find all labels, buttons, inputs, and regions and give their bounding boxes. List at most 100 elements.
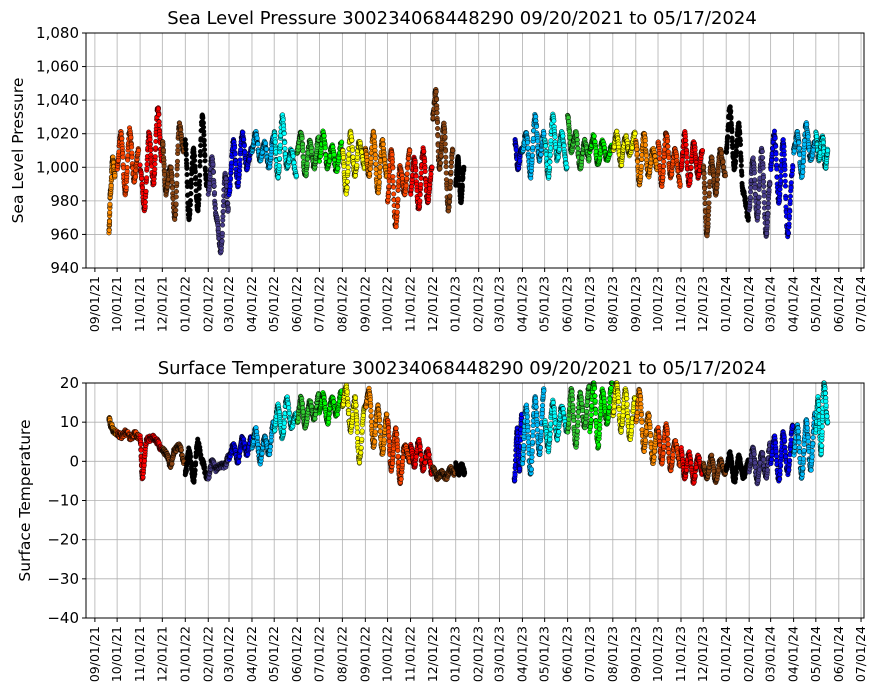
data-point [804, 122, 810, 128]
data-point [169, 179, 175, 185]
data-point [782, 183, 788, 189]
data-point [810, 147, 816, 153]
data-point [152, 166, 158, 172]
data-point [202, 158, 208, 164]
x-tick-label: 07/01/22 [311, 276, 326, 332]
data-point [547, 165, 553, 171]
data-point [188, 198, 194, 204]
data-point [183, 468, 189, 474]
x-tick-label: 01/01/24 [718, 276, 733, 332]
data-point [137, 162, 143, 168]
data-point [395, 196, 401, 202]
x-tick-label: 02/01/23 [471, 276, 486, 332]
data-point [513, 147, 519, 153]
data-point [787, 193, 793, 199]
pressure-series-0 [106, 154, 118, 236]
data-point [638, 174, 644, 180]
pressure-series-3 [159, 120, 187, 222]
data-point [721, 164, 727, 170]
data-point [178, 447, 184, 453]
data-point [373, 161, 379, 167]
pressure-y-axis-label: Sea Level Pressure [9, 78, 27, 224]
x-tick-label: 07/01/23 [582, 276, 597, 332]
x-tick-label: 05/01/23 [537, 276, 552, 332]
data-point [538, 152, 544, 158]
data-point [281, 130, 287, 136]
data-point [350, 147, 356, 153]
data-point [714, 182, 720, 188]
data-point [799, 173, 805, 179]
data-point [389, 159, 395, 165]
data-point [751, 170, 757, 176]
data-point [138, 441, 144, 448]
data-point [197, 178, 203, 184]
data-point [525, 145, 531, 151]
data-point [349, 137, 355, 143]
data-point [714, 177, 721, 183]
data-point [586, 156, 592, 162]
data-point [774, 166, 780, 172]
data-point [771, 128, 778, 134]
data-point [241, 137, 247, 143]
data-point [155, 106, 161, 112]
data-point [634, 151, 640, 157]
data-point [760, 165, 766, 171]
data-point [449, 159, 455, 165]
data-point [733, 148, 739, 154]
data-point [591, 133, 597, 139]
data-point [715, 168, 721, 174]
data-point [548, 145, 554, 151]
data-point [232, 145, 238, 151]
data-point [634, 146, 640, 152]
data-point [156, 122, 162, 128]
data-point [552, 134, 558, 140]
data-point [409, 184, 415, 190]
data-point [535, 138, 541, 144]
data-point [141, 462, 147, 468]
data-point [197, 172, 203, 178]
data-point [652, 153, 658, 159]
data-point [782, 172, 788, 178]
pressure-chart-title: Sea Level Pressure 300234068448290 09/20… [167, 8, 757, 29]
data-point [442, 134, 448, 140]
data-point [304, 160, 310, 166]
data-point [459, 184, 465, 190]
data-point [422, 168, 428, 175]
data-point [564, 164, 570, 170]
data-point [340, 155, 347, 161]
data-point [344, 185, 350, 191]
x-tick-label: 09/01/23 [628, 276, 643, 332]
data-point [119, 136, 125, 142]
data-point [705, 221, 711, 227]
data-point [417, 192, 423, 198]
data-point [773, 151, 779, 157]
data-point [765, 211, 771, 217]
data-point [161, 163, 167, 169]
data-point [738, 158, 744, 164]
data-point [160, 141, 166, 147]
data-point [107, 201, 113, 207]
y-tick-label: 980 [50, 192, 79, 210]
x-tick-label: 04/01/24 [786, 276, 801, 332]
data-point [327, 158, 333, 164]
x-tick-label: 04/01/22 [244, 276, 259, 332]
data-point [706, 190, 712, 196]
data-point [434, 119, 440, 126]
x-tick-label: 11/01/23 [673, 276, 688, 332]
data-point [184, 172, 190, 178]
data-point [148, 147, 154, 153]
data-point [201, 132, 207, 138]
data-point [201, 124, 207, 130]
data-point [138, 447, 144, 453]
data-point [442, 141, 448, 147]
data-point [207, 180, 213, 186]
data-point [232, 151, 238, 157]
data-point [755, 204, 762, 210]
data-point [702, 190, 708, 196]
data-point [144, 165, 150, 172]
data-point [443, 148, 449, 154]
data-point [732, 165, 738, 171]
data-point [761, 183, 767, 189]
data-point [373, 155, 379, 161]
data-point [192, 157, 198, 163]
